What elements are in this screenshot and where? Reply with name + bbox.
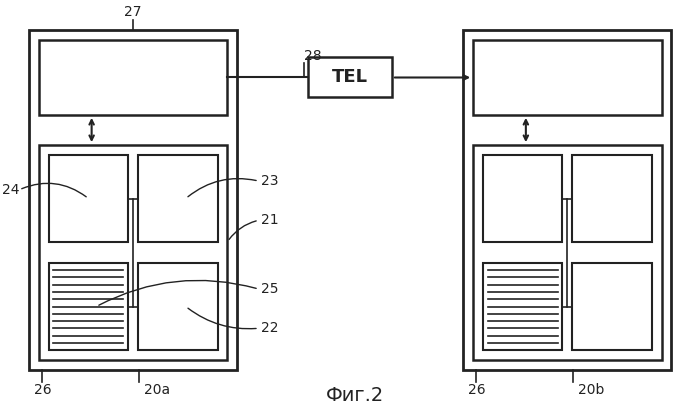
- Bar: [49, 263, 128, 350]
- Bar: [473, 145, 662, 360]
- Text: 22: 22: [261, 321, 278, 335]
- Text: 21: 21: [261, 213, 278, 227]
- Bar: [49, 155, 128, 242]
- Text: 20b: 20b: [578, 383, 604, 397]
- Text: TEL: TEL: [332, 68, 368, 86]
- Text: 26: 26: [468, 383, 486, 397]
- Bar: [138, 263, 217, 350]
- Text: 20a: 20a: [143, 383, 170, 397]
- Bar: [572, 155, 652, 242]
- Text: 28: 28: [303, 49, 322, 63]
- Bar: [572, 263, 652, 350]
- Text: Фиг.2: Фиг.2: [326, 386, 384, 405]
- Text: 27: 27: [124, 5, 142, 19]
- Bar: [463, 30, 672, 370]
- Bar: [138, 155, 217, 242]
- Text: 26: 26: [34, 383, 52, 397]
- Text: 24: 24: [1, 183, 19, 197]
- Bar: [308, 58, 392, 98]
- Bar: [39, 145, 227, 360]
- Bar: [39, 40, 227, 115]
- Bar: [483, 263, 563, 350]
- Text: 23: 23: [261, 174, 278, 188]
- Bar: [473, 40, 662, 115]
- Bar: [29, 30, 237, 370]
- Text: 25: 25: [261, 282, 278, 296]
- Bar: [483, 155, 563, 242]
